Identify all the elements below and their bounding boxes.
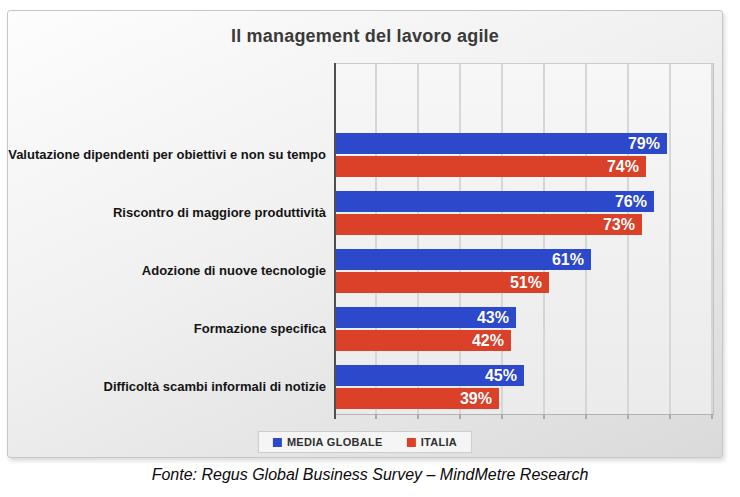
bar-value-label: 39% [460, 388, 499, 409]
bar-media-globale: 79% [335, 133, 667, 154]
legend: MEDIA GLOBALE ITALIA [258, 431, 472, 453]
bar-value-label: 79% [628, 133, 667, 154]
bar-value-label: 45% [485, 365, 524, 386]
legend-label: MEDIA GLOBALE [287, 436, 383, 448]
bar-value-label: 61% [552, 249, 591, 270]
bar-value-label: 43% [477, 307, 516, 328]
bar-value-label: 74% [607, 156, 646, 177]
bar-media-globale: 61% [335, 249, 591, 270]
bar-italia: 73% [335, 214, 642, 235]
y-axis-line [334, 63, 336, 419]
category-label: Formazione specifica [12, 319, 326, 337]
chart-title: Il management del lavoro agile [8, 26, 722, 47]
bar-italia: 74% [335, 156, 646, 177]
legend-item: MEDIA GLOBALE [273, 436, 383, 448]
legend-swatch-icon [407, 438, 416, 447]
bar-value-label: 73% [603, 214, 642, 235]
x-axis-ticks [335, 414, 713, 419]
bar-media-globale: 76% [335, 191, 654, 212]
bar-italia: 51% [335, 272, 549, 293]
category-label: Riscontro di maggiore produttività [12, 203, 326, 221]
chart-panel: Il management del lavoro agile 79%74% 76%… [7, 10, 723, 458]
legend-swatch-icon [273, 438, 282, 447]
bar-italia: 42% [335, 330, 511, 351]
legend-item: ITALIA [407, 436, 457, 448]
category-label: Adozione di nuove tecnologie [12, 261, 326, 279]
bar-media-globale: 43% [335, 307, 516, 328]
category-label: Difficoltà scambi informali di notizie [12, 377, 326, 395]
bar-italia: 39% [335, 388, 499, 409]
category-label: Valutazione dipendenti per obiettivi e n… [12, 145, 326, 163]
source-caption: Fonte: Regus Global Business Survey – Mi… [0, 466, 740, 484]
bar-value-label: 76% [615, 191, 654, 212]
bar-value-label: 51% [510, 272, 549, 293]
plot-area: 79%74% 76%73% 61%51% 43%42% 45%39% [335, 63, 714, 415]
bar-value-label: 42% [472, 330, 511, 351]
legend-label: ITALIA [421, 436, 457, 448]
bar-media-globale: 45% [335, 365, 524, 386]
